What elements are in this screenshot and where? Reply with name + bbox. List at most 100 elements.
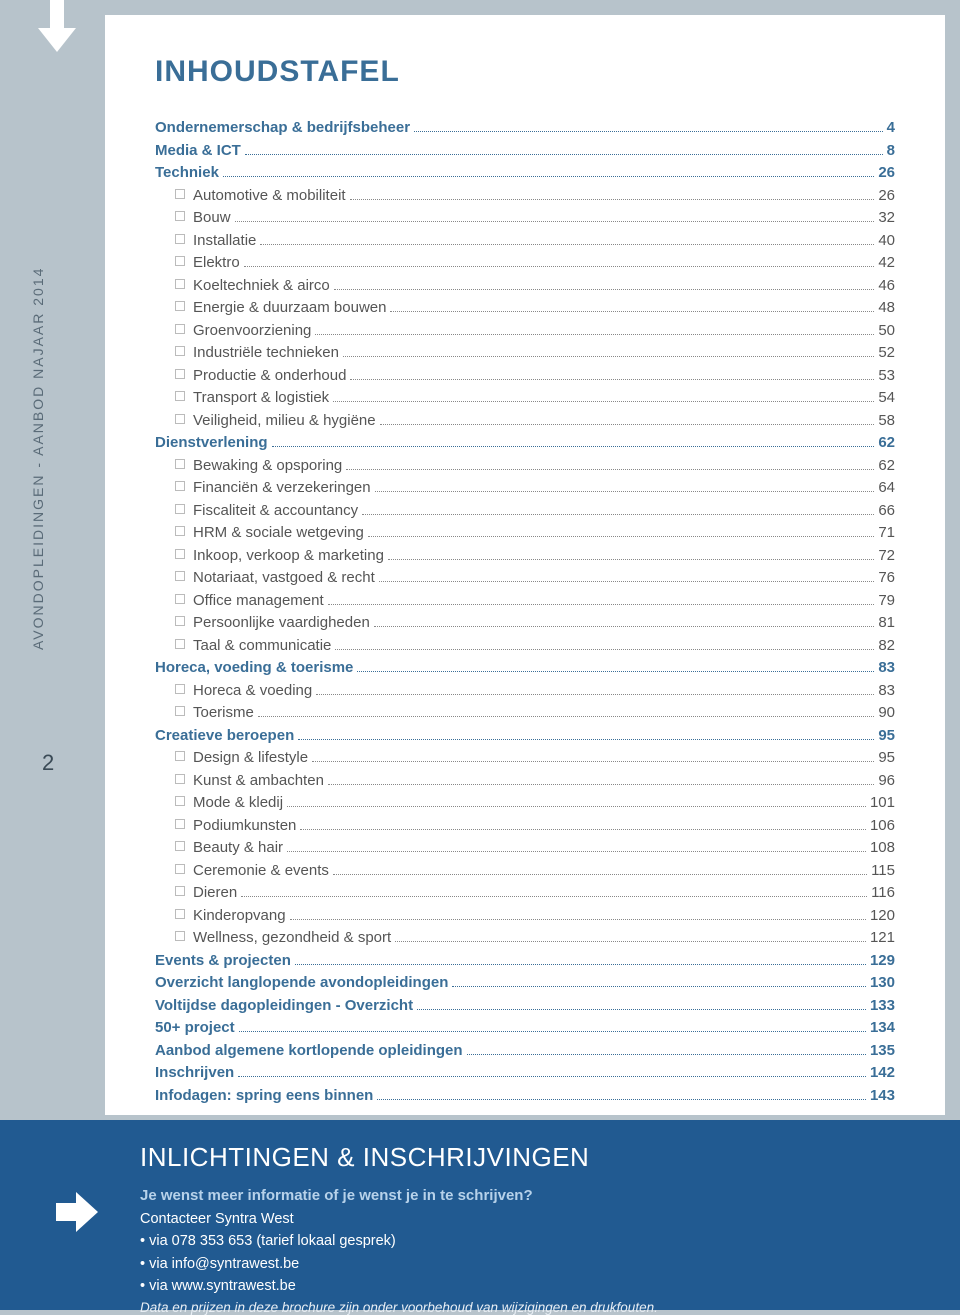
document-page: INHOUDSTAFEL Ondernemerschap & bedrijfsb… [105,15,945,1115]
bullet-icon [175,616,185,626]
toc-item: Toerisme 90 [155,702,895,725]
toc-leader [260,244,874,245]
bullet-icon [175,346,185,356]
toc-page: 133 [870,995,895,1018]
toc-item: Office management79 [155,590,895,613]
toc-page: 66 [878,500,895,523]
toc-leader [328,784,874,785]
toc-label: Veiligheid, milieu & hygiëne [193,410,376,433]
toc-section: Aanbod algemene kortlopende opleidingen1… [155,1040,895,1063]
toc-page: 143 [870,1085,895,1108]
toc-page: 72 [878,545,895,568]
toc-label: Toerisme [193,702,254,725]
bullet-icon [175,909,185,919]
toc-label: Groenvoorziening [193,320,311,343]
toc-leader [417,1009,866,1010]
toc-page: 48 [878,297,895,320]
toc-section: Dienstverlening 62 [155,432,895,455]
footer-contact-item: • via www.syntrawest.be [140,1275,910,1297]
toc-leader [287,806,866,807]
bullet-icon [175,819,185,829]
toc-page: 81 [878,612,895,635]
toc-leader [241,896,867,897]
toc-leader [452,986,866,987]
toc-page: 134 [870,1017,895,1040]
toc-leader [346,469,874,470]
toc-section: 50+ project134 [155,1017,895,1040]
toc-leader [239,1031,866,1032]
toc-section: Ondernemerschap & bedrijfsbeheer4 [155,117,895,140]
bullet-icon [175,931,185,941]
toc-label: HRM & sociale wetgeving [193,522,364,545]
left-sidebar: AVONDOPLEIDINGEN - AANBOD NAJAAR 2014 2 [0,0,105,1310]
toc-page: 142 [870,1062,895,1085]
toc-section: Creatieve beroepen 95 [155,725,895,748]
toc-label: Creatieve beroepen [155,725,294,748]
toc-page: 42 [878,252,895,275]
toc-item: Inkoop, verkoop & marketing72 [155,545,895,568]
toc-leader [395,941,866,942]
footer-question: Je wenst meer informatie of je wenst je … [140,1187,910,1204]
toc-label: Overzicht langlopende avondopleidingen [155,972,448,995]
toc-page: 58 [878,410,895,433]
toc-item: Mode & kledij101 [155,792,895,815]
bullet-icon [175,706,185,716]
toc-leader [343,356,874,357]
toc-page: 62 [878,432,895,455]
toc-label: Podiumkunsten [193,815,296,838]
toc-section: Techniek26 [155,162,895,185]
toc-leader [379,581,875,582]
toc-page: 115 [871,860,895,883]
toc-page: 76 [878,567,895,590]
toc-page: 64 [878,477,895,500]
toc-label: Media & ICT [155,140,241,163]
toc-item: Productie & onderhoud53 [155,365,895,388]
bullet-icon [175,211,185,221]
toc-page: 62 [878,455,895,478]
bullet-icon [175,526,185,536]
toc-item: Notariaat, vastgoed & recht76 [155,567,895,590]
toc-page: 32 [878,207,895,230]
toc-leader [295,964,866,965]
toc-page: 4 [887,117,895,140]
toc-item: Industriële technieken52 [155,342,895,365]
toc-label: Taal & communicatie [193,635,331,658]
toc-label: Kunst & ambachten [193,770,324,793]
toc-label: Beauty & hair [193,837,283,860]
toc-label: Dienstverlening [155,432,268,455]
toc-label: Mode & kledij [193,792,283,815]
bullet-icon [175,301,185,311]
bullet-icon [175,841,185,851]
bullet-icon [175,459,185,469]
bullet-icon [175,864,185,874]
toc-leader [362,514,874,515]
toc-item: Transport & logistiek54 [155,387,895,410]
toc-leader [312,761,874,762]
toc-page: 95 [878,725,895,748]
toc-leader [375,491,875,492]
toc-page: 95 [878,747,895,770]
toc-leader [328,604,875,605]
footer-contact-item: • via 078 353 653 (tarief lokaal gesprek… [140,1230,910,1252]
page-title: INHOUDSTAFEL [155,55,895,89]
toc-label: Energie & duurzaam bouwen [193,297,386,320]
toc-label: Financiën & verzekeringen [193,477,371,500]
bullet-icon [175,189,185,199]
toc-leader [333,874,867,875]
toc-page: 90 [878,702,895,725]
toc-leader [350,379,874,380]
toc-item: Bewaking & opsporing62 [155,455,895,478]
toc-leader [368,536,874,537]
toc-label: Dieren [193,882,237,905]
toc-page: 96 [878,770,895,793]
toc-leader [380,424,875,425]
toc-item: Taal & communicatie82 [155,635,895,658]
toc-section: Overzicht langlopende avondopleidingen13… [155,972,895,995]
toc-leader [315,334,874,335]
bullet-icon [175,774,185,784]
toc-leader [290,919,866,920]
toc-leader [245,154,883,155]
bullet-icon [175,481,185,491]
toc-item: Horeca & voeding83 [155,680,895,703]
toc-page: 83 [878,657,895,680]
